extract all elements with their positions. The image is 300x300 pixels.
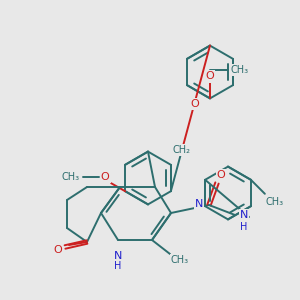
Text: CH₃: CH₃ xyxy=(231,65,249,75)
Text: CH₃: CH₃ xyxy=(61,172,79,182)
Text: O: O xyxy=(190,99,199,109)
Text: H: H xyxy=(114,261,122,271)
Text: N: N xyxy=(114,251,122,261)
Text: H: H xyxy=(240,222,248,232)
Text: O: O xyxy=(54,245,62,255)
Text: N: N xyxy=(195,199,203,209)
Text: O: O xyxy=(101,172,110,182)
Text: CH₃: CH₃ xyxy=(266,197,284,207)
Text: O: O xyxy=(217,170,225,180)
Text: CH₃: CH₃ xyxy=(171,255,189,265)
Text: CH₂: CH₂ xyxy=(173,146,191,155)
Text: N: N xyxy=(240,210,248,220)
Text: O: O xyxy=(206,71,214,81)
